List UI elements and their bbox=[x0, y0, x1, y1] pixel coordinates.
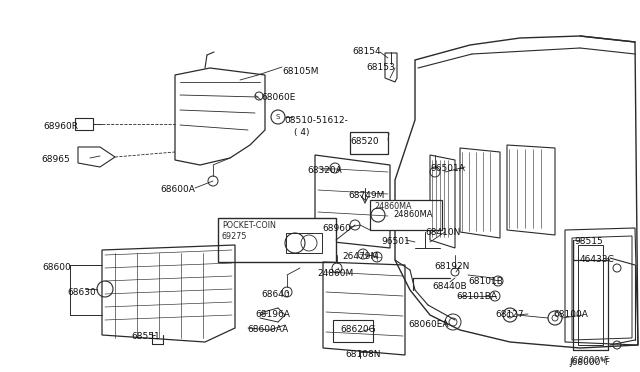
Text: 68410N: 68410N bbox=[425, 228, 460, 237]
Bar bbox=[578, 245, 603, 345]
Text: 68108N: 68108N bbox=[345, 350, 381, 359]
Text: J68000*F: J68000*F bbox=[569, 358, 610, 367]
Bar bbox=[370, 200, 442, 230]
Text: 08510-51612-: 08510-51612- bbox=[284, 116, 348, 125]
Text: 68101BA: 68101BA bbox=[456, 292, 497, 301]
Text: 68100A: 68100A bbox=[553, 310, 588, 319]
Bar bbox=[75, 118, 93, 130]
Bar bbox=[350, 132, 388, 154]
Text: ( 4): ( 4) bbox=[294, 128, 310, 137]
Text: POCKET-COIN: POCKET-COIN bbox=[222, 221, 276, 230]
Text: 68154: 68154 bbox=[352, 47, 381, 56]
Text: 24860M: 24860M bbox=[317, 269, 353, 278]
Text: 68105M: 68105M bbox=[282, 67, 319, 76]
Text: 98515: 98515 bbox=[574, 237, 603, 246]
Bar bbox=[333, 320, 373, 342]
Text: 68965: 68965 bbox=[41, 155, 70, 164]
Text: 68960: 68960 bbox=[322, 224, 351, 233]
Text: 68192N: 68192N bbox=[434, 262, 469, 271]
Text: 68600AA: 68600AA bbox=[247, 325, 288, 334]
Text: J68000*F: J68000*F bbox=[570, 356, 609, 365]
Bar bbox=[218, 218, 336, 262]
Text: 96501: 96501 bbox=[381, 237, 410, 246]
Text: 68640: 68640 bbox=[261, 290, 290, 299]
Text: 24860MA: 24860MA bbox=[374, 202, 412, 211]
Text: 68600A: 68600A bbox=[160, 185, 195, 194]
Text: 68320A: 68320A bbox=[307, 166, 342, 175]
Text: 68600: 68600 bbox=[42, 263, 71, 272]
Text: 68060E: 68060E bbox=[261, 93, 296, 102]
Text: 68520: 68520 bbox=[350, 137, 379, 146]
Text: 68440B: 68440B bbox=[432, 282, 467, 291]
Text: 68620G: 68620G bbox=[340, 325, 376, 334]
Bar bbox=[286, 233, 322, 253]
Text: 26479M: 26479M bbox=[342, 252, 378, 261]
Text: S: S bbox=[276, 114, 280, 120]
Text: 69275: 69275 bbox=[222, 232, 248, 241]
Text: 68101B: 68101B bbox=[468, 277, 503, 286]
Text: 68551: 68551 bbox=[131, 332, 160, 341]
Text: 68127: 68127 bbox=[495, 310, 524, 319]
Text: 68060EA: 68060EA bbox=[408, 320, 449, 329]
Text: 46433C: 46433C bbox=[580, 255, 615, 264]
Text: 24860MA: 24860MA bbox=[393, 210, 433, 219]
Text: 68960R: 68960R bbox=[43, 122, 78, 131]
Text: 68749M: 68749M bbox=[348, 191, 385, 200]
Text: 96501A: 96501A bbox=[430, 164, 465, 173]
Text: 68630: 68630 bbox=[67, 288, 96, 297]
Text: 68153: 68153 bbox=[366, 63, 395, 72]
Text: 68196A: 68196A bbox=[255, 310, 290, 319]
